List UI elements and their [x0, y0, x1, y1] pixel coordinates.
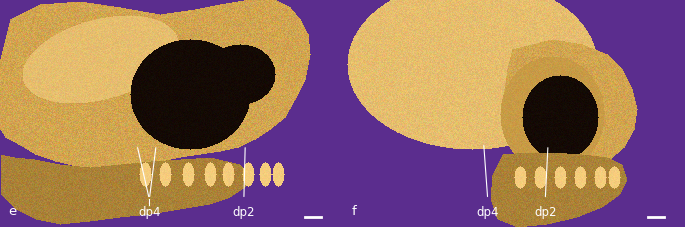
Text: dp2: dp2 — [233, 205, 255, 218]
Text: dp4: dp4 — [138, 205, 160, 218]
Text: f: f — [351, 204, 356, 217]
Text: e: e — [8, 204, 16, 217]
Text: dp4: dp4 — [477, 205, 499, 218]
Text: dp2: dp2 — [534, 205, 556, 218]
